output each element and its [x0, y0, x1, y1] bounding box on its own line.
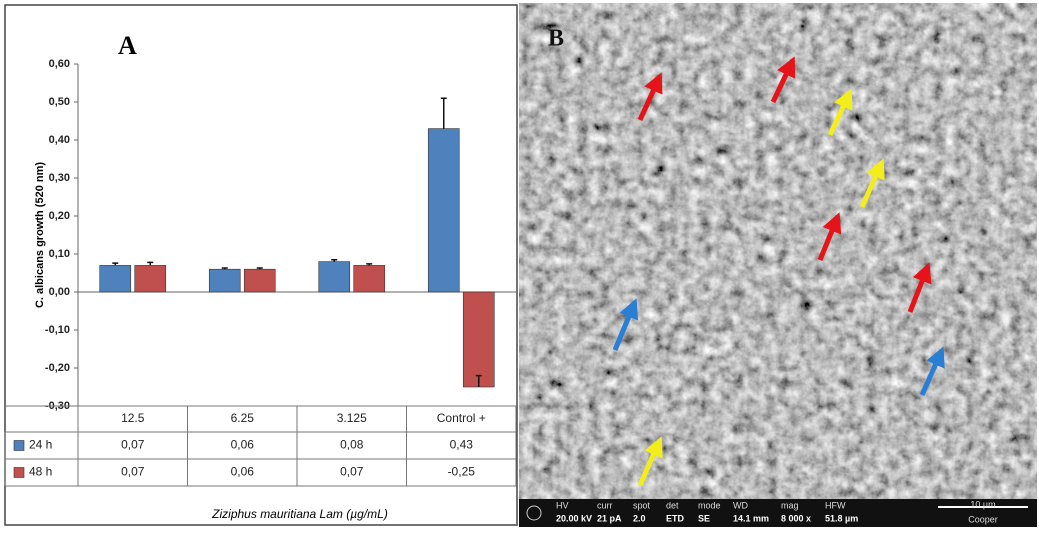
- error-bar: [475, 374, 482, 387]
- value-label: 0,43: [450, 438, 474, 452]
- error-bar: [112, 262, 119, 266]
- x-tick-label: 3.125: [337, 411, 367, 425]
- error-bar: [331, 258, 338, 262]
- panel-label: B: [548, 26, 564, 52]
- bar: [208, 268, 241, 293]
- arrow: [770, 56, 796, 104]
- x-tick-label: 12.5: [121, 411, 145, 425]
- y-tick-label: 0,50: [49, 96, 70, 108]
- bar: [243, 268, 276, 293]
- bar: [353, 265, 386, 293]
- arrows: [612, 56, 945, 487]
- value-label: -0,25: [448, 465, 476, 479]
- panel-b: B HV 20.00 kV curr 21 pA spot 2.0 det ETD mode SE…: [519, 3, 1037, 527]
- arrow: [817, 212, 842, 261]
- y-tick-label: 0,40: [49, 134, 70, 146]
- info-name: HFW: [825, 500, 846, 510]
- info-value: 8 000 x: [781, 513, 811, 523]
- info-value: 2.0: [633, 513, 646, 523]
- value-label: 0,06: [231, 438, 255, 452]
- y-tick-label: 0,00: [49, 286, 70, 298]
- legend-label: 48 h: [29, 465, 52, 479]
- error-bar: [221, 267, 228, 270]
- bar: [318, 261, 351, 293]
- y-tick-label: 0,60: [49, 58, 70, 70]
- value-label: 0,06: [231, 465, 255, 479]
- info-value: 21 pA: [597, 513, 622, 523]
- info-value: 20.00 kV: [556, 513, 592, 523]
- arrow: [637, 436, 663, 487]
- value-label: 0,08: [340, 438, 364, 452]
- panel-label: A: [118, 31, 137, 60]
- arrow: [907, 262, 932, 313]
- legend-swatch: [13, 440, 25, 451]
- arrow: [612, 298, 639, 351]
- info-bar: [519, 499, 1037, 527]
- error-bar: [256, 267, 263, 270]
- y-tick-label: 0,20: [49, 210, 70, 222]
- x-axis-title: Ziziphus mauritiana Lam (µg/mL): [211, 507, 388, 521]
- bar: [134, 265, 167, 293]
- value-label: 0,07: [121, 438, 145, 452]
- x-tick-label: 6.25: [231, 411, 255, 425]
- error-bar: [366, 263, 373, 266]
- error-bar: [440, 97, 447, 129]
- operator: Cooper: [968, 514, 998, 524]
- info-value: 51.8 µm: [825, 513, 858, 523]
- y-axis-title: C. albicans growth (520 nm): [34, 162, 46, 308]
- info-name: HV: [556, 500, 569, 510]
- info-name: det: [666, 500, 679, 510]
- y-tick-label: -0,20: [45, 362, 70, 374]
- y-tick-label: 0,30: [49, 172, 70, 184]
- y-tick-label: -0,10: [45, 324, 70, 336]
- sem-texture: [519, 3, 1037, 499]
- legend-label: 24 h: [29, 438, 52, 452]
- info-value: ETD: [666, 513, 685, 523]
- error-bar: [147, 261, 154, 266]
- info-name: mag: [781, 500, 799, 510]
- arrow: [827, 88, 853, 137]
- bar: [462, 291, 495, 388]
- info-name: mode: [698, 500, 721, 510]
- info-name: spot: [633, 500, 651, 510]
- arrow: [637, 72, 663, 122]
- arrow: [919, 346, 945, 397]
- info-group: HV 20.00 kV curr 21 pA spot 2.0 det ETD mode SE WD…: [556, 500, 858, 523]
- x-tick-label: Control +: [437, 411, 486, 425]
- info-value: 14.1 mm: [733, 513, 769, 523]
- value-label: 0,07: [121, 465, 145, 479]
- scale-label: 10 µm: [970, 499, 995, 509]
- arrow: [859, 158, 885, 209]
- bar: [99, 265, 132, 293]
- info-name: curr: [597, 500, 613, 510]
- bar: [427, 128, 460, 293]
- info-value: SE: [698, 513, 710, 523]
- value-label: 0,07: [340, 465, 364, 479]
- info-name: WD: [733, 500, 748, 510]
- y-tick-label: 0,10: [49, 248, 70, 260]
- legend-swatch: [13, 467, 25, 478]
- logo: [526, 505, 542, 521]
